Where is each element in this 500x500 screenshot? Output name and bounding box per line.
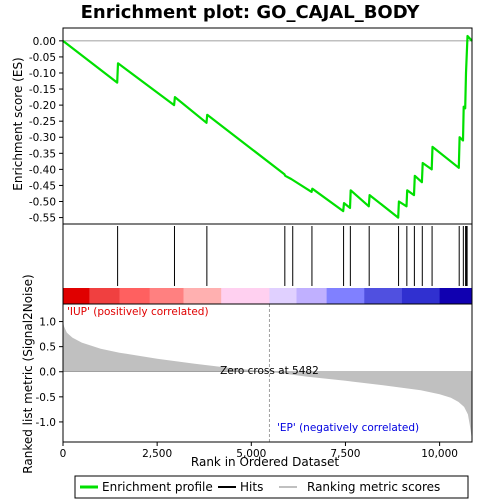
heat-bar-segment xyxy=(326,288,365,304)
negative-correlation-label: 'EP' (negatively correlated) xyxy=(277,422,419,434)
heat-bar-segment xyxy=(296,288,328,304)
es-y-axis-label: Enrichment score (ES) xyxy=(11,57,25,190)
metric-frame xyxy=(62,303,473,443)
heat-bar-segment xyxy=(401,288,441,304)
positive-correlation-label: 'IUP' (positively correlated) xyxy=(67,306,209,318)
es-ytick-label: -0.10 xyxy=(29,68,56,80)
x-axis-label: Rank in Ordered Dataset xyxy=(191,455,339,469)
ranking-metric-area xyxy=(63,321,472,440)
xtick-label: 2,500 xyxy=(142,448,172,460)
heat-bar-segment xyxy=(364,288,403,304)
xtick-label: 5,000 xyxy=(236,448,266,460)
hits-panel xyxy=(62,223,473,305)
metric-ytick-label: -0.5 xyxy=(36,392,57,404)
legend-label-ranking-metric: Ranking metric scores xyxy=(307,480,440,494)
heat-bar-segment xyxy=(89,288,120,304)
heat-bar-segment xyxy=(183,288,222,304)
es-ytick-label: -0.40 xyxy=(29,164,56,176)
heat-bar-segment xyxy=(439,288,473,304)
x-axis: 0 2,500 5,000 7,500 10,000 xyxy=(60,442,458,460)
metric-ytick-label: 1.0 xyxy=(39,317,56,329)
heat-bar-segment xyxy=(119,288,151,304)
metric-ytick-label: 0.0 xyxy=(39,367,56,379)
es-plot-area xyxy=(63,28,472,224)
enrichment-profile-line xyxy=(62,34,473,219)
es-ytick-label: -0.05 xyxy=(29,52,56,64)
es-ytick-label: -0.25 xyxy=(29,116,56,128)
legend-box xyxy=(74,475,469,499)
xtick-label: 0 xyxy=(60,448,67,460)
es-ytick-label: -0.35 xyxy=(29,148,56,160)
es-ytick-label: -0.30 xyxy=(29,132,56,144)
heat-bar-segment xyxy=(63,288,90,304)
legend-label-enrichment-profile: Enrichment profile xyxy=(102,480,213,494)
heat-bar-segment xyxy=(269,288,297,304)
zero-cross-label: Zero cross at 5482 xyxy=(220,365,319,377)
es-ytick-label: -0.50 xyxy=(29,197,56,209)
metric-y-axis-label: Ranked list metric (Signal2Noise) xyxy=(21,274,35,473)
es-ytick-label: -0.20 xyxy=(29,100,56,112)
heat-bar-segment xyxy=(149,288,185,304)
es-ytick-label: 0.00 xyxy=(33,36,56,48)
xtick-label: 10,000 xyxy=(421,448,458,460)
es-ytick-label: -0.45 xyxy=(29,180,56,192)
metric-ytick-label: -1.0 xyxy=(36,417,57,429)
metric-panel: 1.0 0.5 0.0 -0.5 -1.0 'IUP' (positively corre… xyxy=(36,303,473,443)
es-panel: 0.00 -0.05 -0.10 -0.15 -0.20 -0.25 -0.30 -0.35 -… xyxy=(29,27,473,225)
metric-ytick-label: 0.5 xyxy=(39,342,56,354)
es-ytick-label: -0.15 xyxy=(29,84,56,96)
xtick-label: 7,500 xyxy=(330,448,360,460)
legend: Enrichment profile Hits Ranking metric s… xyxy=(74,475,469,499)
chart-title: Enrichment plot: GO_CAJAL_BODY xyxy=(81,2,421,23)
legend-label-hits: Hits xyxy=(240,480,263,494)
heat-bar-segment xyxy=(221,288,270,304)
es-ytick-label: -0.55 xyxy=(29,213,56,225)
